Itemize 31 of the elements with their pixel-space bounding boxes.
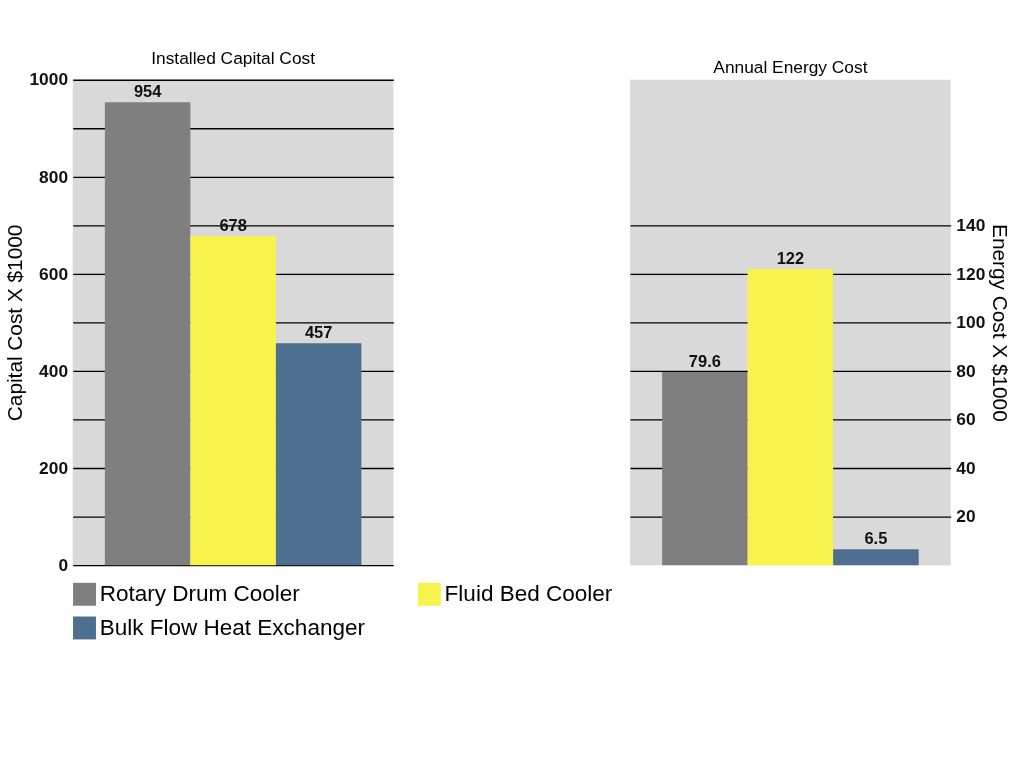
y-tick-label: 60 [956,409,976,430]
bar [104,102,191,566]
y-tick-label: 400 [39,360,69,381]
chart-title: Installed Capital Cost [151,48,316,69]
data-label: 457 [304,323,333,342]
y-tick-label: 120 [956,263,986,284]
y-tick-label: 200 [39,457,69,478]
legend-label: Fluid Bed Cooler [444,581,613,607]
y-tick-label: 20 [956,506,976,527]
y-axis-title: Capital Cost X $1000 [2,224,26,422]
y-tick-label: 100 [956,312,986,333]
y-tick-label: 600 [39,263,69,284]
legend-label: Rotary Drum Cooler [99,581,301,607]
data-label: 79.6 [688,351,721,370]
y-tick-label: 140 [956,215,986,236]
data-label: 6.5 [864,529,888,548]
bar [833,549,919,566]
bar [662,371,748,566]
bar [190,236,276,566]
y-tick-label: 80 [956,360,976,381]
y-tick-label: 40 [956,457,976,478]
y-tick-label: 0 [58,554,69,575]
y-axis-title: Energy Cost X $1000 [989,224,1013,422]
data-label: 122 [776,248,805,267]
legend-label: Bulk Flow Heat Exchanger [99,614,366,640]
y-tick-label: 1000 [29,69,69,90]
y-tick-label: 800 [39,166,69,187]
chart-title: Annual Energy Cost [713,56,868,77]
bar [747,269,834,566]
data-label: 954 [133,81,163,100]
bar [275,343,362,566]
